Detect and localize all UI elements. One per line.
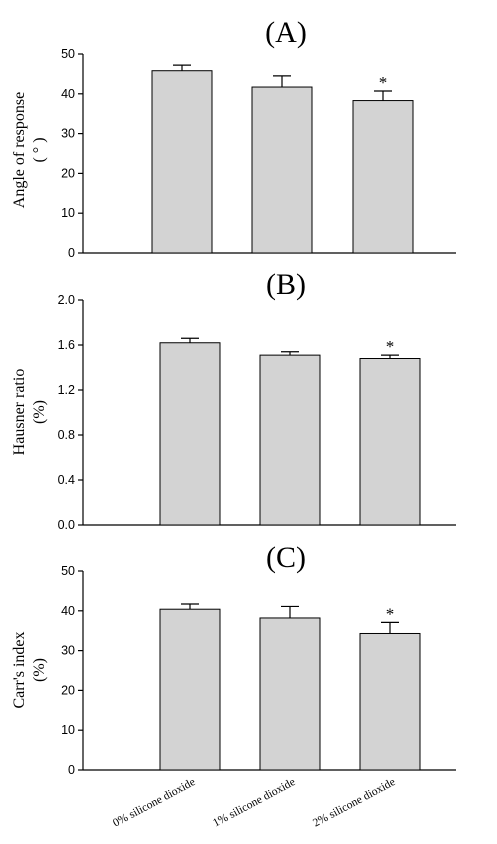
bar bbox=[259, 617, 321, 771]
y-tick-label: 50 bbox=[61, 47, 75, 61]
bar bbox=[151, 70, 213, 254]
panel-b: (B) Hausner ratio (%) 0.0 0.4 0.8 1.2 1.6 2.0 * bbox=[11, 268, 456, 532]
y-tick-label: 20 bbox=[61, 166, 75, 180]
y-axis-label: Hausner ratio (%) bbox=[11, 369, 48, 456]
bar bbox=[359, 358, 421, 526]
y-tick-label: 1.2 bbox=[58, 383, 75, 397]
bar bbox=[251, 86, 313, 254]
panel-a: (A) Angle of response( ° ) 0 10 20 30 40 50 * bbox=[11, 16, 456, 260]
y-tick-label: 0 bbox=[68, 246, 75, 260]
y-tick-label: 0 bbox=[68, 763, 75, 777]
y-tick-label: 1.6 bbox=[58, 338, 75, 352]
y-axis-label-line: Carr's index bbox=[11, 631, 28, 708]
panel-label: (A) bbox=[265, 16, 307, 49]
significance-marker: * bbox=[386, 337, 395, 356]
y-tick-label: 40 bbox=[61, 87, 75, 101]
bar bbox=[159, 608, 221, 771]
bar bbox=[359, 632, 421, 771]
y-axis-label-line: Angle of response bbox=[11, 92, 28, 208]
y-axis-label-line: ( ° ) bbox=[31, 137, 48, 162]
panel-label: (C) bbox=[266, 541, 306, 574]
bar bbox=[259, 354, 321, 526]
y-tick-label: 2.0 bbox=[58, 293, 75, 307]
x-category-label: 1% silicone dioxide bbox=[211, 776, 297, 829]
y-tick-label: 0.8 bbox=[58, 428, 75, 442]
x-category-label: 0% silicone dioxide bbox=[111, 776, 197, 829]
x-category-label: 2% silicone dioxide bbox=[311, 776, 397, 829]
y-tick-label: 30 bbox=[61, 127, 75, 141]
bar bbox=[159, 342, 221, 526]
bar bbox=[352, 100, 414, 254]
y-axis-label-line: (%) bbox=[31, 400, 48, 424]
y-tick-label: 50 bbox=[61, 564, 75, 578]
y-tick-label: 30 bbox=[61, 644, 75, 658]
significance-marker: * bbox=[386, 604, 395, 623]
y-axis-label: Carr's index (%) bbox=[11, 631, 48, 708]
significance-marker: * bbox=[379, 73, 388, 92]
y-axis-label: Angle of response( ° ) bbox=[11, 92, 48, 208]
y-tick-label: 20 bbox=[61, 683, 75, 697]
panel-label: (B) bbox=[266, 268, 306, 301]
y-tick-label: 0.4 bbox=[58, 473, 75, 487]
y-tick-label: 10 bbox=[61, 206, 75, 220]
y-tick-label: 10 bbox=[61, 723, 75, 737]
y-axis-label-line: Hausner ratio bbox=[11, 369, 28, 456]
y-tick-label: 0.0 bbox=[58, 518, 75, 532]
y-tick-label: 40 bbox=[61, 604, 75, 618]
y-axis-label-line: (%) bbox=[31, 658, 48, 682]
panel-c: (C) Carr's index (%) 0 10 20 30 40 50 * 0% silicon… bbox=[11, 541, 456, 830]
